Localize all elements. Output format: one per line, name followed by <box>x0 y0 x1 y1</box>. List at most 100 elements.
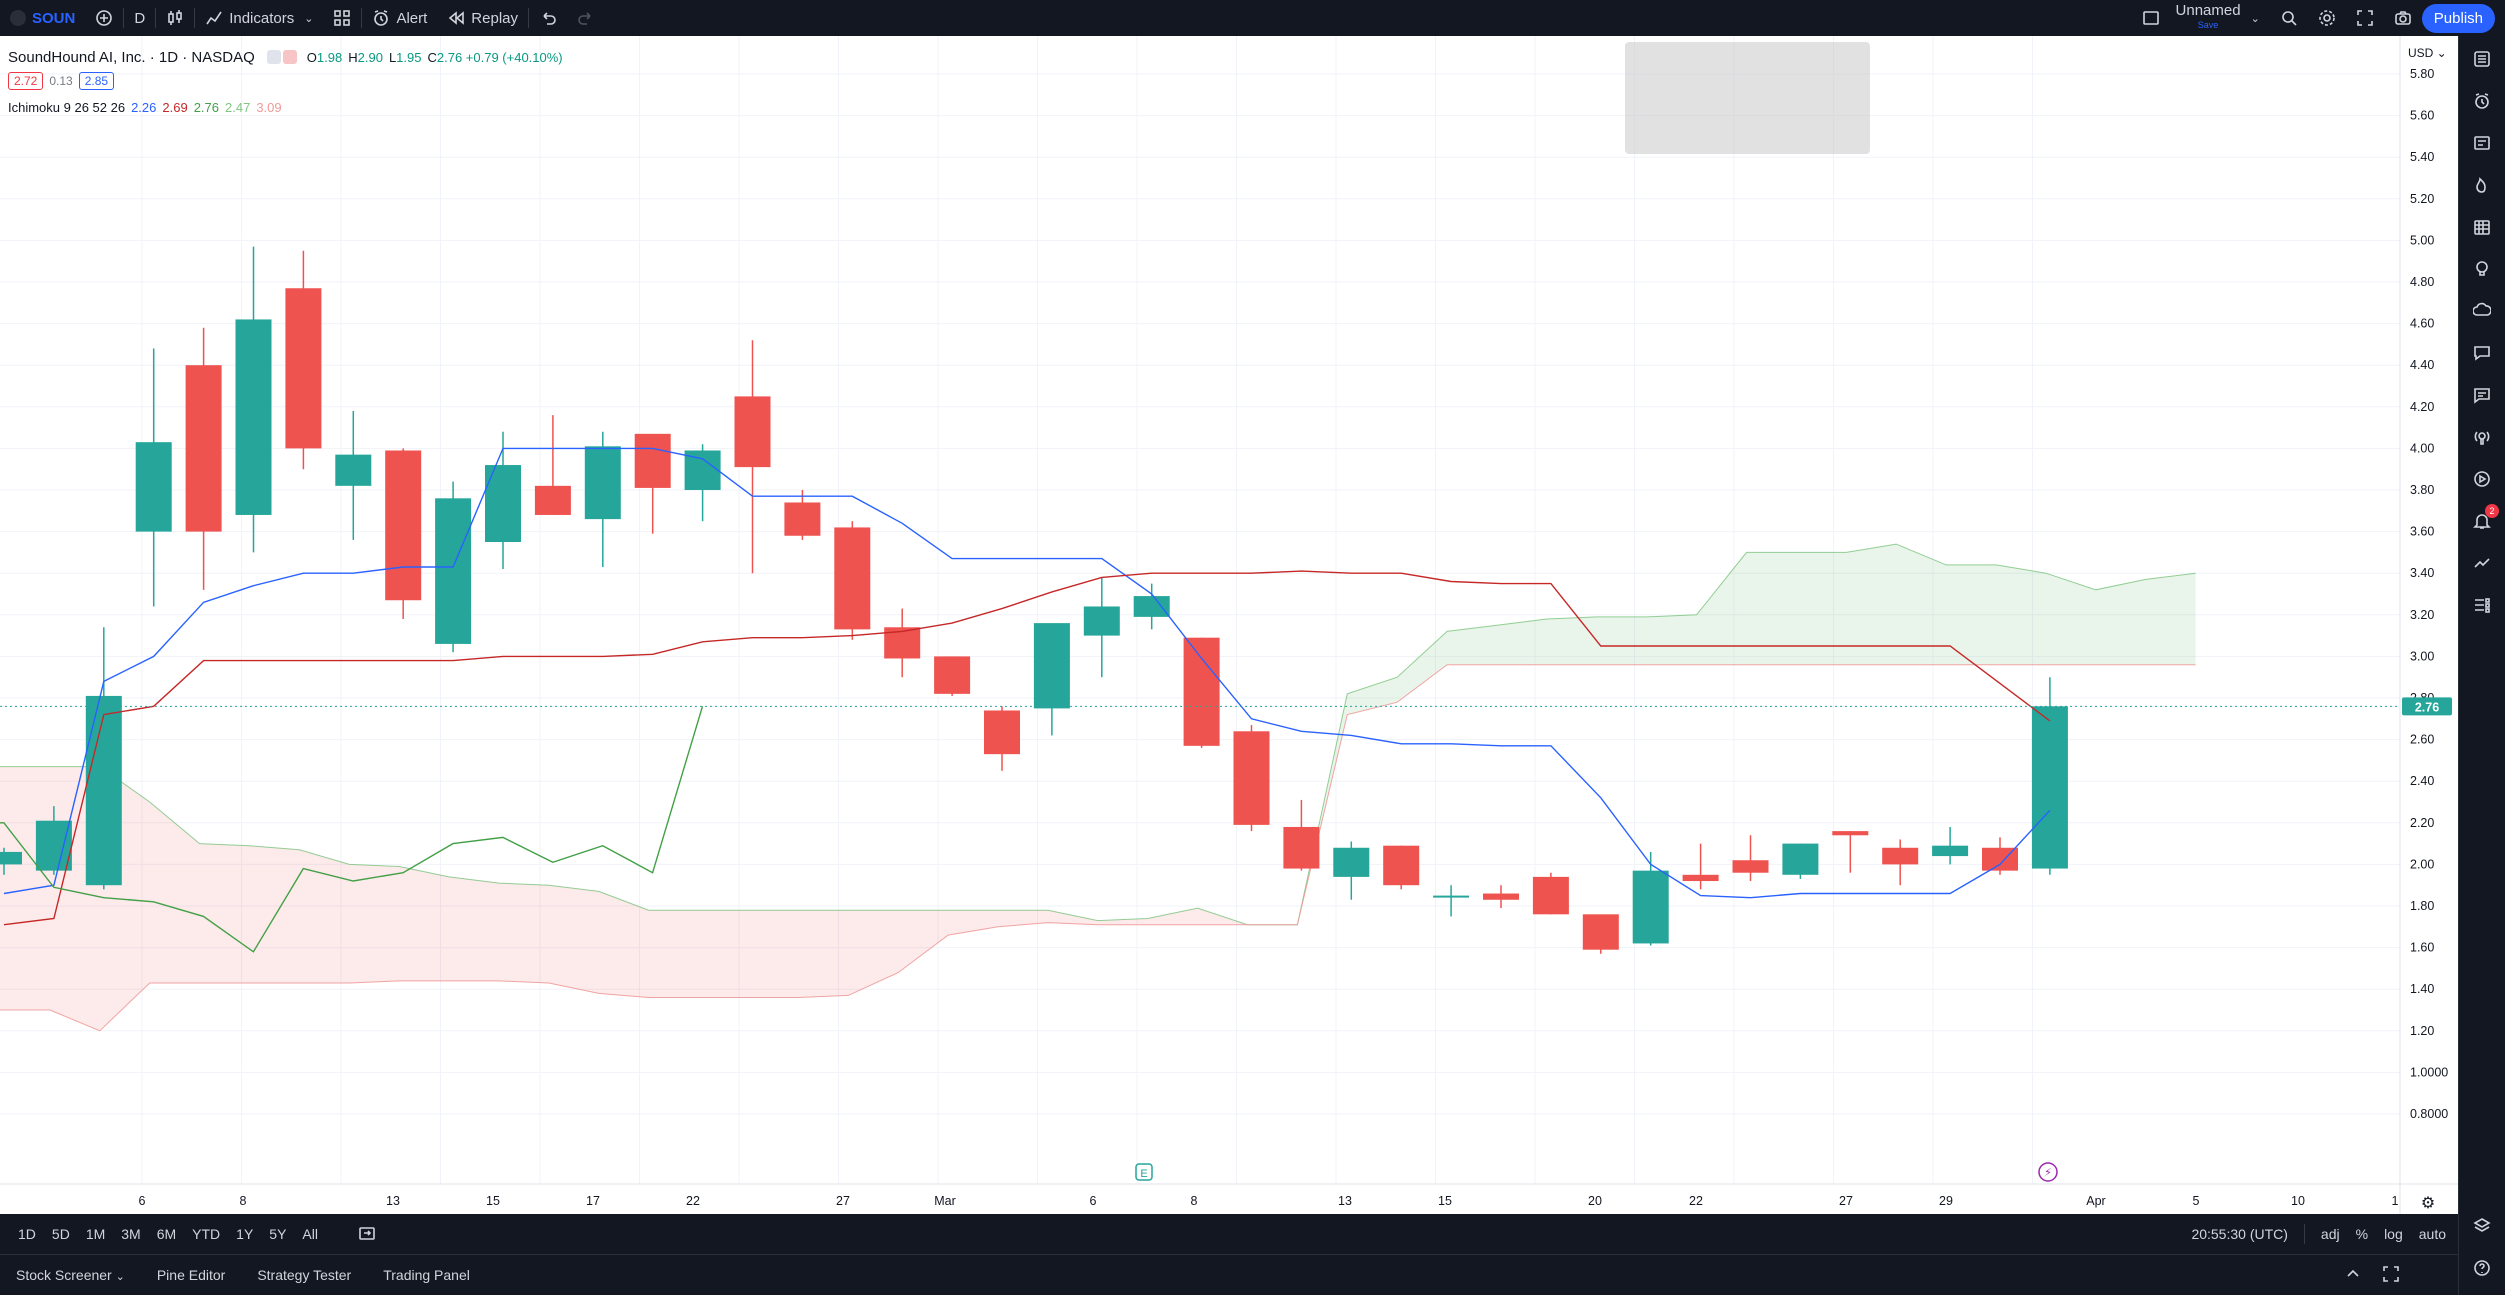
candle-bullish[interactable] <box>235 319 272 515</box>
range-ytd[interactable]: YTD <box>192 1226 221 1242</box>
candle-bearish[interactable] <box>385 450 422 601</box>
price-chart[interactable]: USD ⌄ 5.80 5.60 5.40 5.20 5.00 4.80 4.60 4.40 4.2… <box>0 36 2458 1214</box>
details-button[interactable] <box>2469 130 2495 156</box>
candle-bearish[interactable] <box>185 365 222 532</box>
hotlists-button[interactable] <box>2469 172 2495 198</box>
order-panel-button[interactable] <box>2469 592 2495 618</box>
goto-date-button[interactable] <box>350 1224 384 1245</box>
candle-bullish[interactable] <box>1133 596 1170 617</box>
redo-button[interactable] <box>567 0 605 36</box>
range-5d[interactable]: 5D <box>51 1226 70 1242</box>
candle-bearish[interactable] <box>1532 876 1569 915</box>
publish-button[interactable]: Publish <box>2421 3 2495 33</box>
alerts-button[interactable] <box>2469 88 2495 114</box>
earnings-marker[interactable] <box>1135 1163 1153 1181</box>
candle-bearish[interactable] <box>1233 731 1270 825</box>
candle-bullish[interactable] <box>0 851 22 865</box>
range-6m[interactable]: 6M <box>156 1226 177 1242</box>
range-all[interactable]: All <box>302 1226 318 1242</box>
alert-button[interactable]: Alert <box>362 0 437 36</box>
chart-type-button[interactable] <box>156 0 194 36</box>
ideas-button[interactable] <box>2469 256 2495 282</box>
candle-bullish[interactable] <box>1333 847 1370 877</box>
candle-bearish[interactable] <box>834 527 871 630</box>
candle-bearish[interactable] <box>934 656 971 694</box>
dividend-marker[interactable] <box>2038 1162 2058 1182</box>
candle-bullish[interactable] <box>2031 706 2068 869</box>
candle-bullish[interactable] <box>85 695 122 886</box>
interval-button[interactable]: D <box>124 0 155 36</box>
messages-button[interactable] <box>2469 382 2495 408</box>
log-toggle[interactable]: log <box>2384 1226 2403 1242</box>
legend-eye-icon[interactable] <box>266 50 281 64</box>
search-button[interactable] <box>2270 0 2308 36</box>
streams-button[interactable] <box>2469 424 2495 450</box>
ichimoku-legend-row[interactable]: Ichimoku 9 26 52 26 2.26 2.69 2.76 2.47 … <box>8 98 569 116</box>
candle-bearish[interactable] <box>1383 845 1420 886</box>
candle-bearish[interactable] <box>1183 637 1220 746</box>
fullscreen-button[interactable] <box>2346 0 2384 36</box>
candle-bearish[interactable] <box>784 502 821 536</box>
candle-bullish[interactable] <box>1782 843 1819 875</box>
candle-bearish[interactable] <box>1732 860 1769 873</box>
undo-button[interactable] <box>529 0 567 36</box>
candle-bearish[interactable] <box>1682 874 1719 882</box>
candle-bearish[interactable] <box>1832 831 1869 836</box>
candle-bearish[interactable] <box>1982 847 2018 871</box>
legend-controls[interactable] <box>266 50 297 64</box>
candle-bullish[interactable] <box>1433 895 1470 898</box>
candle-bullish[interactable] <box>335 454 372 486</box>
notifications-button[interactable]: 2 <box>2469 504 2499 534</box>
range-1y[interactable]: 1Y <box>236 1226 254 1242</box>
candle-bullish[interactable] <box>1033 623 1070 709</box>
candle-bullish[interactable] <box>435 498 472 644</box>
symbol-search-button[interactable]: SOUN <box>0 0 85 36</box>
auto-toggle[interactable]: auto <box>2418 1226 2446 1242</box>
chart-pane[interactable]: USD ⌄ 5.80 5.60 5.40 5.20 5.00 4.80 4.60 4.40 4.2… <box>0 36 2458 1214</box>
layers-button[interactable] <box>2469 1213 2495 1239</box>
trend-button[interactable] <box>2469 550 2495 576</box>
collapse-panel-button[interactable] <box>2344 1265 2362 1286</box>
compare-symbol-button[interactable] <box>85 0 123 36</box>
tab-stock-screener[interactable]: Stock Screener ⌄ <box>0 1267 141 1283</box>
settings-button[interactable] <box>2308 0 2346 36</box>
layouts-button[interactable] <box>323 0 361 36</box>
maximize-panel-button[interactable] <box>2382 1265 2400 1286</box>
layout-menu-button[interactable]: Unnamed Save ⌄ <box>2132 0 2270 36</box>
sell-price-button[interactable]: 2.72 <box>8 72 44 90</box>
adjust-toggle[interactable]: adj <box>2320 1226 2340 1242</box>
candle-bullish[interactable] <box>1083 606 1120 636</box>
clock-time[interactable]: 20:55:30 (UTC) <box>2191 1226 2288 1242</box>
currency-label[interactable]: USD ⌄ <box>2408 46 2447 60</box>
tab-strategy-tester[interactable]: Strategy Tester <box>257 1267 352 1283</box>
tab-pine-editor[interactable]: Pine Editor <box>156 1267 226 1283</box>
range-1d[interactable]: 1D <box>18 1226 36 1242</box>
axis-settings-icon[interactable]: ⚙ <box>2421 1193 2435 1212</box>
candle-bullish[interactable] <box>1632 870 1669 944</box>
range-3m[interactable]: 3M <box>121 1226 141 1242</box>
candle-bearish[interactable] <box>984 710 1020 755</box>
private-chats-button[interactable] <box>2469 340 2495 366</box>
candle-bullish[interactable] <box>35 820 72 871</box>
candle-bearish[interactable] <box>1483 893 1519 900</box>
candle-bullish[interactable] <box>584 446 621 520</box>
candle-bullish[interactable] <box>135 442 172 532</box>
candle-bearish[interactable] <box>734 396 771 468</box>
candle-bearish[interactable] <box>1582 914 1619 950</box>
candle-bearish[interactable] <box>534 485 571 515</box>
percent-toggle[interactable]: % <box>2355 1226 2369 1242</box>
candle-bearish[interactable] <box>285 288 322 449</box>
candle-bearish[interactable] <box>1283 826 1320 869</box>
candle-bearish[interactable] <box>1882 847 1919 865</box>
range-1m[interactable]: 1M <box>85 1226 106 1242</box>
buy-price-button[interactable]: 2.85 <box>78 72 115 90</box>
watchlist-button[interactable] <box>2469 46 2495 72</box>
tab-trading-panel[interactable]: Trading Panel <box>383 1267 470 1283</box>
broadcast-button[interactable] <box>2469 466 2495 492</box>
calendar-button[interactable] <box>2469 214 2495 240</box>
help-button[interactable] <box>2469 1255 2495 1281</box>
legend-menu-icon[interactable] <box>282 50 297 64</box>
candle-bullish[interactable] <box>1932 845 1969 857</box>
snapshot-button[interactable] <box>2384 0 2422 36</box>
candle-bullish[interactable] <box>684 450 721 490</box>
